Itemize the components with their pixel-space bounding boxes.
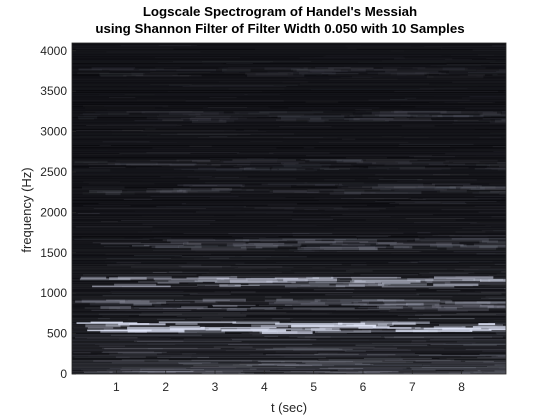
x-tick-label: 5 [310,380,317,394]
y-tick-label: 500 [47,327,67,341]
x-tick-label: 1 [113,380,120,394]
x-tick-label: 8 [458,380,465,394]
y-tick-label: 0 [60,367,67,381]
y-tick-label: 3000 [40,125,67,139]
plot-area [72,43,560,375]
y-axis-label: frequency (Hz) [19,167,34,252]
x-axis-label: t (sec) [271,400,307,415]
x-tick-label: 4 [261,380,268,394]
y-tick-label: 1500 [40,246,67,260]
y-axis-ticks: 0 500 1000 1500 2000 2500 3000 3500 4000 [40,44,76,381]
y-tick-label: 2000 [40,205,67,219]
x-tick-label: 7 [409,380,416,394]
x-tick-label: 6 [360,380,367,394]
y-tick-label: 1000 [40,286,67,300]
x-tick-label: 2 [162,380,169,394]
y-tick-label: 3500 [40,84,67,98]
x-tick-label: 3 [212,380,219,394]
y-tick-label: 4000 [40,44,67,58]
y-tick-label: 2500 [40,165,67,179]
